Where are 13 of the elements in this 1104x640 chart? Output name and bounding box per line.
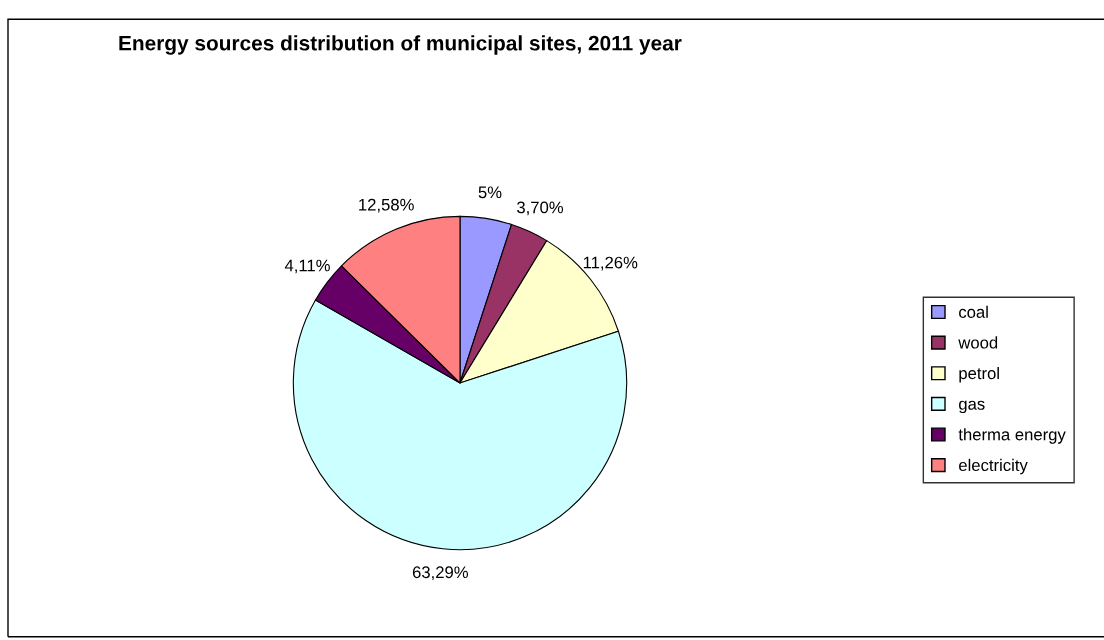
chart-title: Energy sources distribution of municipal sites, 2011 year (119, 35, 682, 55)
data-label: 12,58% (359, 198, 414, 213)
data-label: 11,26% (583, 256, 638, 271)
data-label: 3,70% (517, 201, 564, 216)
legend-label: gas (959, 400, 985, 414)
data-label: 5% (478, 186, 502, 199)
legend-label: wood (958, 336, 998, 349)
legend-label: therma energy (958, 428, 1066, 444)
data-label: 4,11% (284, 259, 330, 274)
legend-label: petrol (959, 366, 999, 383)
legend-label: coal (959, 305, 988, 318)
data-label: 63,29% (412, 566, 469, 581)
legend-label: electricity (959, 458, 1028, 475)
